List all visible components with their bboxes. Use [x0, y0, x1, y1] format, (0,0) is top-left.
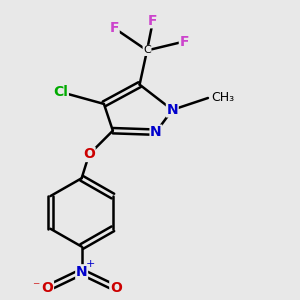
Text: F: F: [110, 21, 119, 35]
Text: O: O: [83, 148, 95, 161]
Text: N: N: [76, 265, 88, 279]
Text: O: O: [110, 281, 122, 295]
Text: Cl: Cl: [53, 85, 68, 99]
Text: N: N: [167, 103, 178, 117]
Text: ⁻: ⁻: [32, 280, 39, 294]
Text: N: N: [150, 125, 162, 139]
Text: +: +: [86, 260, 95, 269]
Text: F: F: [179, 34, 189, 49]
Text: O: O: [41, 281, 53, 295]
Text: C: C: [143, 45, 151, 56]
Text: F: F: [148, 14, 158, 28]
Text: CH₃: CH₃: [211, 92, 234, 104]
